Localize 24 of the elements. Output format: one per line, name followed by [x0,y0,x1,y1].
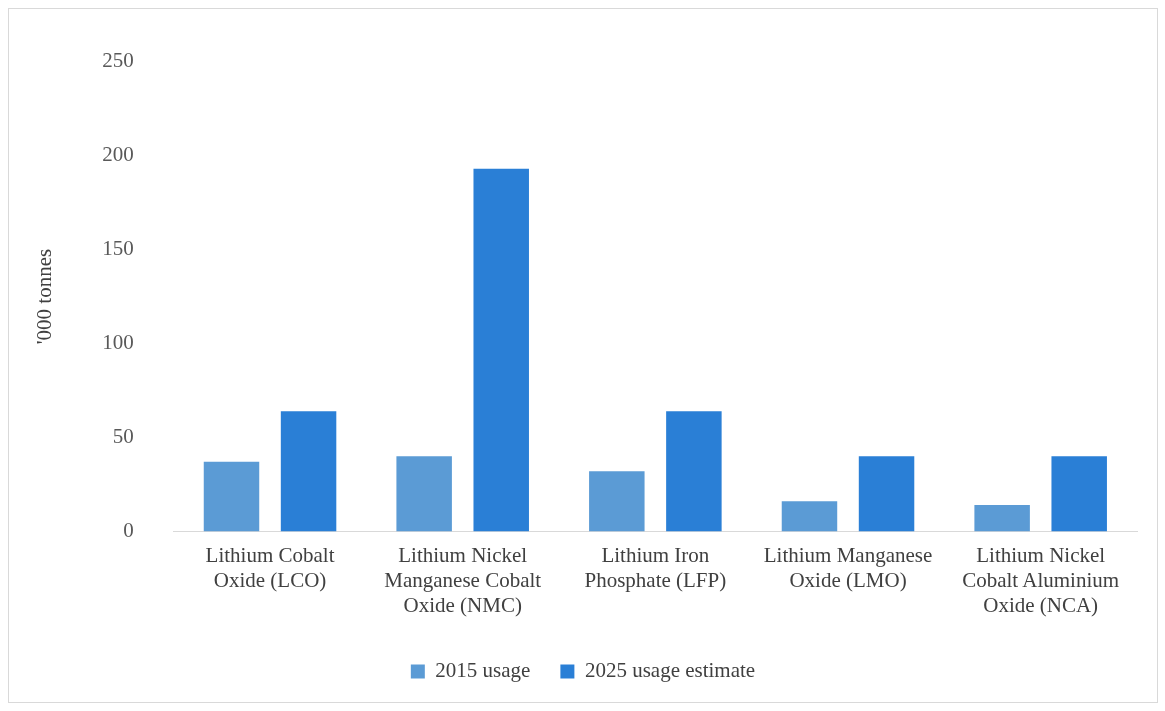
bar [666,411,722,532]
bar [589,471,645,532]
x-tick-label: Lithium Nickel Cobalt Aluminium Oxide (NCA) [962,542,1120,617]
bar [203,461,260,532]
bar [473,168,529,532]
bar [858,456,915,532]
y-axis-title: '000 tonnes [32,248,57,345]
y-tick-label: 250 [102,48,134,73]
legend-label: 2025 usage estimate [584,658,756,683]
x-tick-label: Lithium Nickel Manganese Cobalt Oxide (NMC) [384,542,542,617]
bar [1051,456,1107,532]
bar [781,501,838,532]
x-tick-label: Lithium Iron Phosphate (LFP) [584,542,727,592]
y-tick-label: 50 [112,423,134,448]
bar [974,505,1030,532]
bar [396,456,452,532]
legend-label: 2015 usage [435,658,531,683]
y-tick-label: 0 [123,517,134,542]
y-tick-label: 100 [102,330,134,354]
y-tick-label: 150 [102,236,134,261]
x-tick-label: Lithium Cobalt Oxide (LCO) [205,542,335,592]
x-tick-label: Lithium Manganese Oxide (LMO) [763,542,933,592]
bar [280,411,337,532]
y-tick-label: 200 [102,142,134,167]
